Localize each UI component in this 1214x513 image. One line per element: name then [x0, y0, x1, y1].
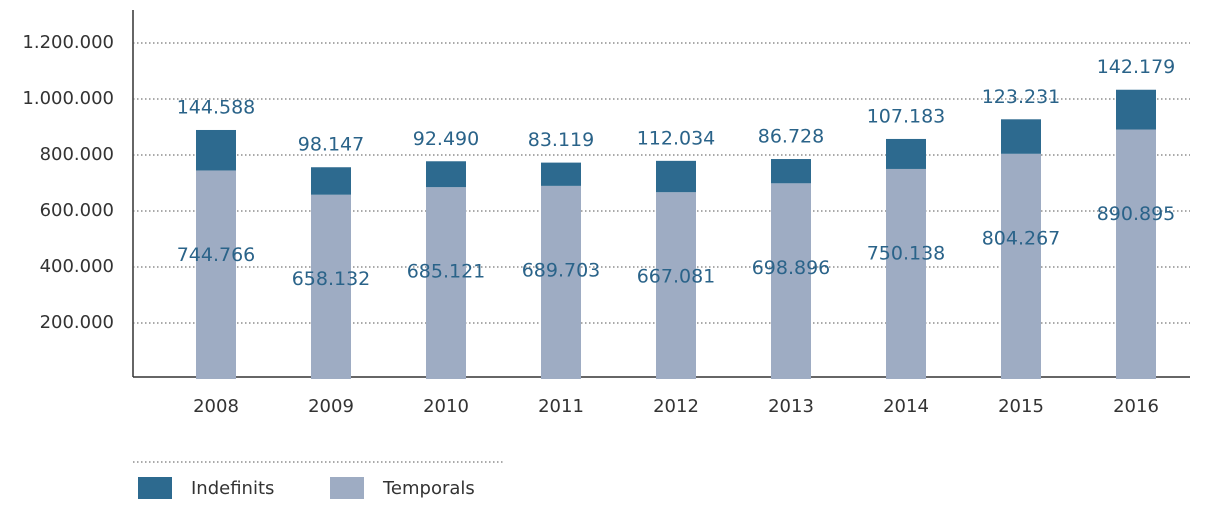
bar-segment [426, 187, 466, 379]
value-label: 658.132 [292, 268, 371, 290]
x-tick-label: 2012 [653, 396, 699, 417]
value-label: 98.147 [298, 134, 364, 156]
value-label: 144.588 [177, 96, 256, 118]
x-tick-label: 2010 [423, 396, 469, 417]
value-label: 698.896 [752, 257, 831, 279]
y-tick-label: 200.000 [40, 312, 114, 333]
bar-segment [1001, 153, 1041, 379]
value-label: 744.766 [177, 244, 256, 266]
value-label: 890.895 [1097, 203, 1176, 225]
y-tick-label: 1.200.000 [22, 32, 114, 53]
bar-segment [1116, 89, 1156, 130]
value-label: 142.179 [1097, 56, 1176, 78]
value-label: 112.034 [637, 127, 716, 149]
value-label: 92.490 [413, 128, 479, 150]
legend-swatch [138, 477, 172, 499]
bar-segment [886, 138, 926, 169]
value-label: 107.183 [867, 105, 946, 127]
bar-segment [656, 192, 696, 379]
value-label: 804.267 [982, 227, 1061, 249]
bar-segment [426, 161, 466, 188]
bar-segment [196, 170, 236, 379]
x-tick-label: 2013 [768, 396, 814, 417]
bar-segment [196, 129, 236, 171]
bar-segment [656, 160, 696, 193]
bar-segment [771, 159, 811, 184]
value-label: 86.728 [758, 126, 824, 148]
x-tick-label: 2008 [193, 396, 239, 417]
bar-segment [771, 183, 811, 379]
legend-label: Temporals [382, 478, 475, 499]
bar-segment [886, 168, 926, 379]
bar-segment [1001, 119, 1041, 154]
y-tick-label: 600.000 [40, 200, 114, 221]
x-tick-label: 2014 [883, 396, 929, 417]
value-label: 83.119 [528, 129, 594, 151]
x-tick-label: 2015 [998, 396, 1044, 417]
bar-segment [311, 167, 351, 195]
y-tick-label: 1.000.000 [22, 88, 114, 109]
x-tick-label: 2011 [538, 396, 584, 417]
y-tick-label: 800.000 [40, 144, 114, 165]
value-label: 689.703 [522, 259, 601, 281]
bar-segment [541, 185, 581, 379]
value-label: 123.231 [982, 86, 1061, 108]
legend-label: Indefinits [191, 478, 274, 499]
value-label: 685.121 [407, 261, 486, 283]
legend-swatch [330, 477, 364, 499]
y-tick-label: 400.000 [40, 256, 114, 277]
value-label: 667.081 [637, 266, 716, 288]
bar-segment [541, 162, 581, 186]
bar-segment [1116, 129, 1156, 379]
x-tick-label: 2016 [1113, 396, 1159, 417]
value-label: 750.138 [867, 242, 946, 264]
x-tick-label: 2009 [308, 396, 354, 417]
bar-segment [311, 194, 351, 379]
